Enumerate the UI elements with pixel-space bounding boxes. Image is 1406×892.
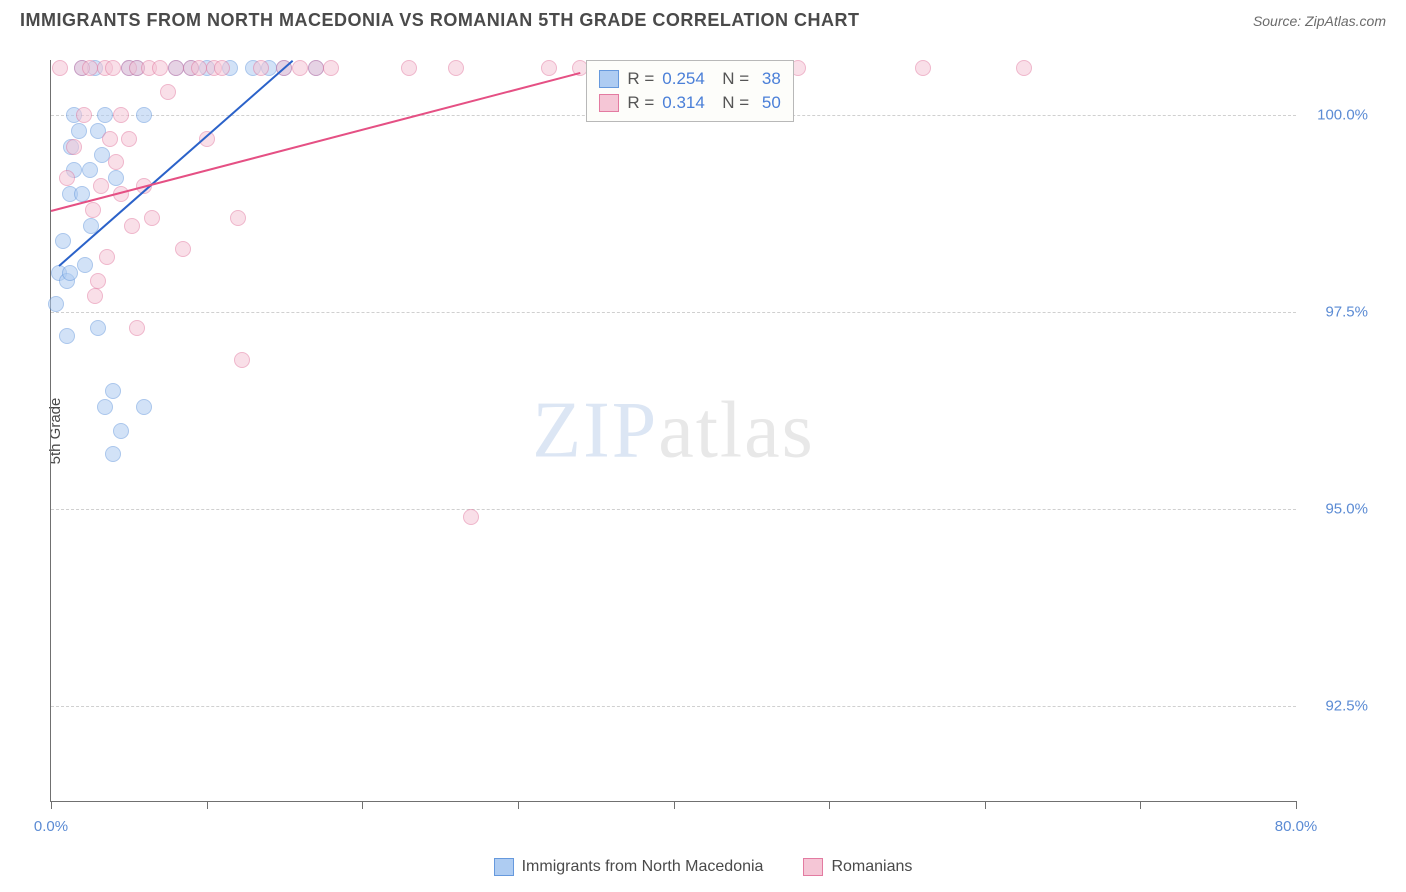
scatter-point: [97, 107, 113, 123]
scatter-point: [121, 131, 137, 147]
stats-box: R = 0.254 N = 38 R = 0.314 N = 50: [586, 60, 794, 122]
stats-n-value: 38: [757, 69, 781, 89]
scatter-point: [448, 60, 464, 76]
scatter-point: [152, 60, 168, 76]
chart-header: IMMIGRANTS FROM NORTH MACEDONIA VS ROMAN…: [0, 0, 1406, 31]
x-tick: [1296, 801, 1297, 809]
chart-source: Source: ZipAtlas.com: [1253, 13, 1386, 29]
scatter-point: [62, 265, 78, 281]
stats-n-label: N =: [713, 69, 749, 89]
scatter-point: [108, 170, 124, 186]
scatter-point: [144, 210, 160, 226]
scatter-point: [90, 273, 106, 289]
scatter-point: [253, 60, 269, 76]
scatter-point: [102, 131, 118, 147]
scatter-point: [85, 202, 101, 218]
y-tick-label: 95.0%: [1304, 501, 1368, 518]
scatter-point: [97, 399, 113, 415]
scatter-point: [308, 60, 324, 76]
stats-r-label: R =: [627, 93, 654, 113]
stats-swatch-icon: [599, 94, 619, 112]
plot-region: ZIPatlas 92.5%95.0%97.5%100.0%0.0%80.0%R…: [50, 60, 1296, 802]
scatter-point: [52, 60, 68, 76]
scatter-point: [168, 60, 184, 76]
scatter-point: [230, 210, 246, 226]
scatter-point: [59, 170, 75, 186]
x-tick: [518, 801, 519, 809]
y-tick-label: 100.0%: [1304, 107, 1368, 124]
stats-n-value: 50: [757, 93, 781, 113]
scatter-point: [90, 320, 106, 336]
gridline: [51, 312, 1296, 313]
scatter-point: [76, 107, 92, 123]
legend-item-series-b: Romanians: [803, 858, 912, 876]
scatter-point: [124, 218, 140, 234]
scatter-point: [93, 178, 109, 194]
scatter-point: [113, 423, 129, 439]
scatter-point: [105, 383, 121, 399]
legend-swatch-icon: [494, 858, 514, 876]
x-tick: [674, 801, 675, 809]
watermark-zip: ZIP: [532, 386, 658, 474]
watermark: ZIPatlas: [532, 385, 815, 476]
legend-swatch-icon: [803, 858, 823, 876]
scatter-point: [59, 328, 75, 344]
y-tick-label: 92.5%: [1304, 698, 1368, 715]
scatter-point: [105, 60, 121, 76]
gridline: [51, 706, 1296, 707]
scatter-point: [541, 60, 557, 76]
chart-area: 5th Grade ZIPatlas 92.5%95.0%97.5%100.0%…: [50, 60, 1296, 802]
scatter-point: [48, 296, 64, 312]
stats-r-value: 0.314: [662, 93, 705, 113]
x-tick-label: 0.0%: [34, 818, 68, 835]
scatter-point: [136, 107, 152, 123]
legend-label: Romanians: [831, 858, 912, 876]
scatter-point: [214, 60, 230, 76]
scatter-point: [87, 288, 103, 304]
scatter-point: [175, 241, 191, 257]
scatter-point: [1016, 60, 1032, 76]
stats-swatch-icon: [599, 70, 619, 88]
stats-row: R = 0.254 N = 38: [599, 67, 781, 91]
scatter-point: [108, 154, 124, 170]
scatter-point: [401, 60, 417, 76]
scatter-point: [77, 257, 93, 273]
scatter-point: [234, 352, 250, 368]
x-tick: [1140, 801, 1141, 809]
scatter-point: [191, 60, 207, 76]
x-tick: [51, 801, 52, 809]
legend: Immigrants from North Macedonia Romanian…: [0, 858, 1406, 876]
scatter-point: [71, 123, 87, 139]
scatter-point: [323, 60, 339, 76]
scatter-point: [105, 446, 121, 462]
scatter-point: [55, 233, 71, 249]
stats-r-value: 0.254: [662, 69, 705, 89]
x-tick-label: 80.0%: [1275, 818, 1318, 835]
x-tick: [362, 801, 363, 809]
scatter-point: [99, 249, 115, 265]
scatter-point: [463, 509, 479, 525]
scatter-point: [129, 320, 145, 336]
x-tick: [985, 801, 986, 809]
stats-r-label: R =: [627, 69, 654, 89]
scatter-point: [113, 107, 129, 123]
chart-title: IMMIGRANTS FROM NORTH MACEDONIA VS ROMAN…: [20, 10, 859, 31]
y-tick-label: 97.5%: [1304, 304, 1368, 321]
x-tick: [207, 801, 208, 809]
scatter-point: [915, 60, 931, 76]
gridline: [51, 509, 1296, 510]
stats-n-label: N =: [713, 93, 749, 113]
watermark-atlas: atlas: [658, 386, 815, 474]
scatter-point: [160, 84, 176, 100]
scatter-point: [82, 162, 98, 178]
stats-row: R = 0.314 N = 50: [599, 91, 781, 115]
scatter-point: [292, 60, 308, 76]
scatter-point: [136, 399, 152, 415]
scatter-point: [82, 60, 98, 76]
legend-item-series-a: Immigrants from North Macedonia: [494, 858, 764, 876]
legend-label: Immigrants from North Macedonia: [522, 858, 764, 876]
x-tick: [829, 801, 830, 809]
scatter-point: [66, 139, 82, 155]
